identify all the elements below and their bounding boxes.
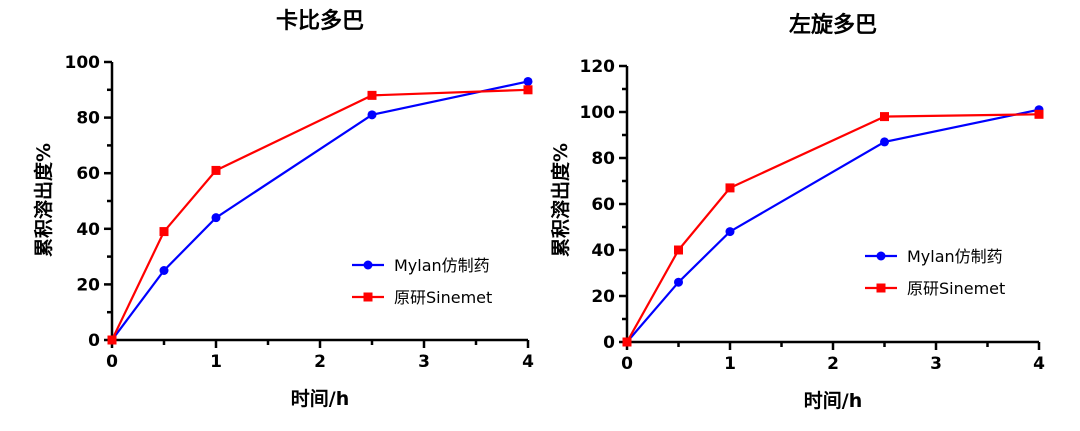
chart-title: 左旋多巴 (789, 12, 877, 38)
legend-marker (363, 260, 373, 270)
y-tick-label: 40 (76, 220, 100, 240)
x-tick-label: 1 (724, 354, 736, 374)
data-point (367, 90, 377, 100)
data-point (211, 165, 221, 175)
y-tick-label: 20 (591, 287, 615, 307)
y-axis-label: 累积溶出度% (32, 143, 55, 257)
series-line (626, 108, 1040, 343)
y-tick-label: 60 (591, 195, 615, 215)
x-axis-label: 时间/h (804, 390, 862, 412)
x-tick-label: 1 (210, 352, 222, 372)
chart-levodopa: 左旋多巴 时间/h 累积溶出度% 0 20 40 60 80 100 120 0 1 2 3 4 Myl… (549, 12, 1045, 412)
y-tick-label: 60 (76, 164, 100, 184)
chart-title: 卡比多巴 (276, 8, 364, 34)
x-tick-label: 4 (1033, 354, 1045, 374)
x-tick-label: 4 (522, 352, 534, 372)
x-axis-label: 时间/h (291, 388, 349, 410)
data-point (880, 137, 889, 147)
legend-marker (363, 292, 373, 302)
data-point (107, 335, 117, 345)
chart-carbidopa: 卡比多巴 时间/h 累积溶出度% 0 20 40 60 80 100 0 1 2 3 4 Mylan仿… (32, 8, 534, 410)
legend-marker (876, 283, 886, 293)
legend-label: 原研Sinemet (907, 279, 1005, 298)
y-axis-label: 累积溶出度% (549, 143, 572, 257)
x-tick-label: 2 (827, 354, 839, 374)
y-tick-label: 20 (76, 275, 100, 295)
data-point (1034, 109, 1044, 119)
legend-label: Mylan仿制药 (394, 256, 490, 275)
data-point (674, 245, 683, 255)
data-point (367, 110, 377, 120)
y-tick-label: 120 (580, 57, 616, 77)
x-tick-label: 0 (106, 352, 118, 372)
y-tick-label: 0 (88, 331, 100, 351)
y-tick-label: 80 (591, 149, 615, 169)
legend-entry: Mylan仿制药 (352, 256, 490, 275)
legend-marker (876, 251, 886, 261)
y-tick-label: 0 (603, 333, 615, 353)
x-tick-label: 3 (930, 354, 942, 374)
data-point (725, 227, 735, 237)
legend-entry: Mylan仿制药 (865, 247, 1003, 266)
legend-label: 原研Sinemet (394, 288, 492, 307)
data-point (523, 76, 533, 86)
y-tick-label: 80 (76, 109, 100, 129)
legend-entry: 原研Sinemet (352, 288, 492, 307)
data-point (725, 183, 735, 193)
x-tick-label: 3 (418, 352, 430, 372)
data-point (159, 266, 169, 275)
y-tick-label: 40 (591, 241, 615, 261)
data-point (622, 337, 632, 347)
data-point (159, 227, 169, 237)
y-tick-label: 100 (580, 103, 616, 123)
data-point (211, 213, 221, 223)
legend-entry: 原研Sinemet (865, 279, 1005, 298)
x-tick-label: 2 (314, 352, 326, 372)
series-line (626, 113, 1040, 343)
y-tick-label: 100 (65, 53, 101, 73)
data-point (523, 85, 533, 95)
x-tick-label: 0 (621, 354, 633, 374)
data-point (674, 277, 683, 287)
legend-label: Mylan仿制药 (907, 247, 1003, 266)
data-point (880, 112, 889, 122)
